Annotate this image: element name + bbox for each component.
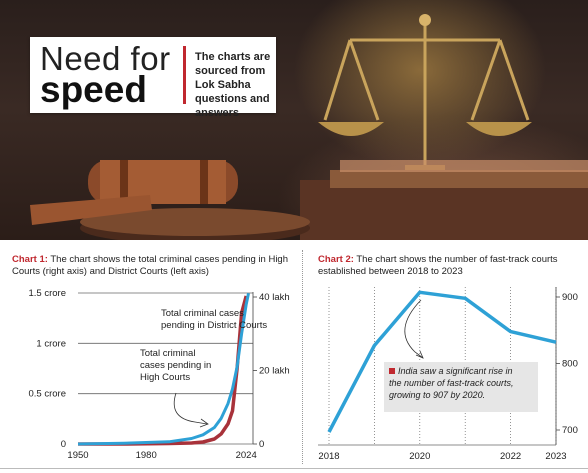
gavel-and-scales-illustration xyxy=(30,14,588,240)
chart2-caption-lead: Chart 2: xyxy=(318,254,354,265)
chart1-left-tick-label: 0.5 crore xyxy=(29,389,67,400)
chart2-annotation-pointer xyxy=(404,299,424,359)
chart2-annotation-text: the number of fast-track courts, xyxy=(389,378,514,388)
chart1-right-tick-label: 0 xyxy=(259,439,264,450)
chart1-left-tick-label: 1 crore xyxy=(36,338,66,349)
chart2-y-tick-label: 800 xyxy=(562,359,578,370)
chart1-right-tick-label: 40 lakh xyxy=(259,292,290,303)
chart2-annotation-text: growing to 907 by 2020. xyxy=(389,390,485,400)
chart1-left-tick-label: 0 xyxy=(61,439,66,450)
chart1-caption-lead: Chart 1: xyxy=(12,254,48,265)
chart2-y-tick-label: 700 xyxy=(562,425,578,436)
chart2-y-tick-label: 900 xyxy=(562,292,578,303)
title-line-2: speed xyxy=(40,69,147,110)
chart2-caption-text: The chart shows the number of fast-track… xyxy=(318,254,558,277)
bottom-rule xyxy=(0,468,588,469)
chart1-x-tick-label: 1980 xyxy=(136,450,157,461)
hero-banner: Need for speed The charts are sourced fr… xyxy=(0,0,588,240)
title-divider xyxy=(183,46,186,104)
chart1-annotation-district: Total criminal cases xyxy=(161,308,244,319)
chart2-fast-track-line xyxy=(327,290,557,433)
source-note: The charts are sourced from Lok Sabha qu… xyxy=(195,51,271,119)
chart2-x-tick-label: 2022 xyxy=(500,451,521,462)
chart1-annotation-high: Total criminal xyxy=(140,348,195,359)
chart1-annotation-high: High Courts xyxy=(140,372,190,383)
chart2-x-tick-label: 2023 xyxy=(545,451,566,462)
chart1-left-tick-label: 1.5 crore xyxy=(29,288,67,299)
chart2-x-tick-label: 2018 xyxy=(318,451,339,462)
chart2-annotation-text: India saw a significant rise in xyxy=(398,366,513,376)
chart1-right-tick-label: 20 lakh xyxy=(259,366,290,377)
chart1-x-tick-label: 1950 xyxy=(67,450,88,461)
chart2-x-tick-label: 2020 xyxy=(409,451,430,462)
chart1-x-tick-label: 2024 xyxy=(236,450,257,461)
title-card: Need for speed The charts are sourced fr… xyxy=(30,37,276,119)
title-line-1: Need for xyxy=(40,40,171,77)
chart1-annotation-arrowhead xyxy=(199,418,209,428)
chart1-caption: Chart 1: The chart shows the total crimi… xyxy=(12,254,292,278)
chart2-annotation-arrowhead xyxy=(415,350,424,359)
chart1-annotation-district: pending in District Courts xyxy=(161,320,267,331)
chart2-annotation-box xyxy=(384,362,538,412)
chart1-annotation-high: cases pending in xyxy=(140,360,211,371)
chart-divider xyxy=(302,250,304,464)
chart1-high-courts-line xyxy=(77,292,250,446)
chart1-annotation-pointer xyxy=(173,392,208,425)
chart2-caption: Chart 2: The chart shows the number of f… xyxy=(318,254,586,278)
chart1-caption-text: The chart shows the total criminal cases… xyxy=(12,254,288,277)
chart2-annotation-marker xyxy=(389,368,395,374)
